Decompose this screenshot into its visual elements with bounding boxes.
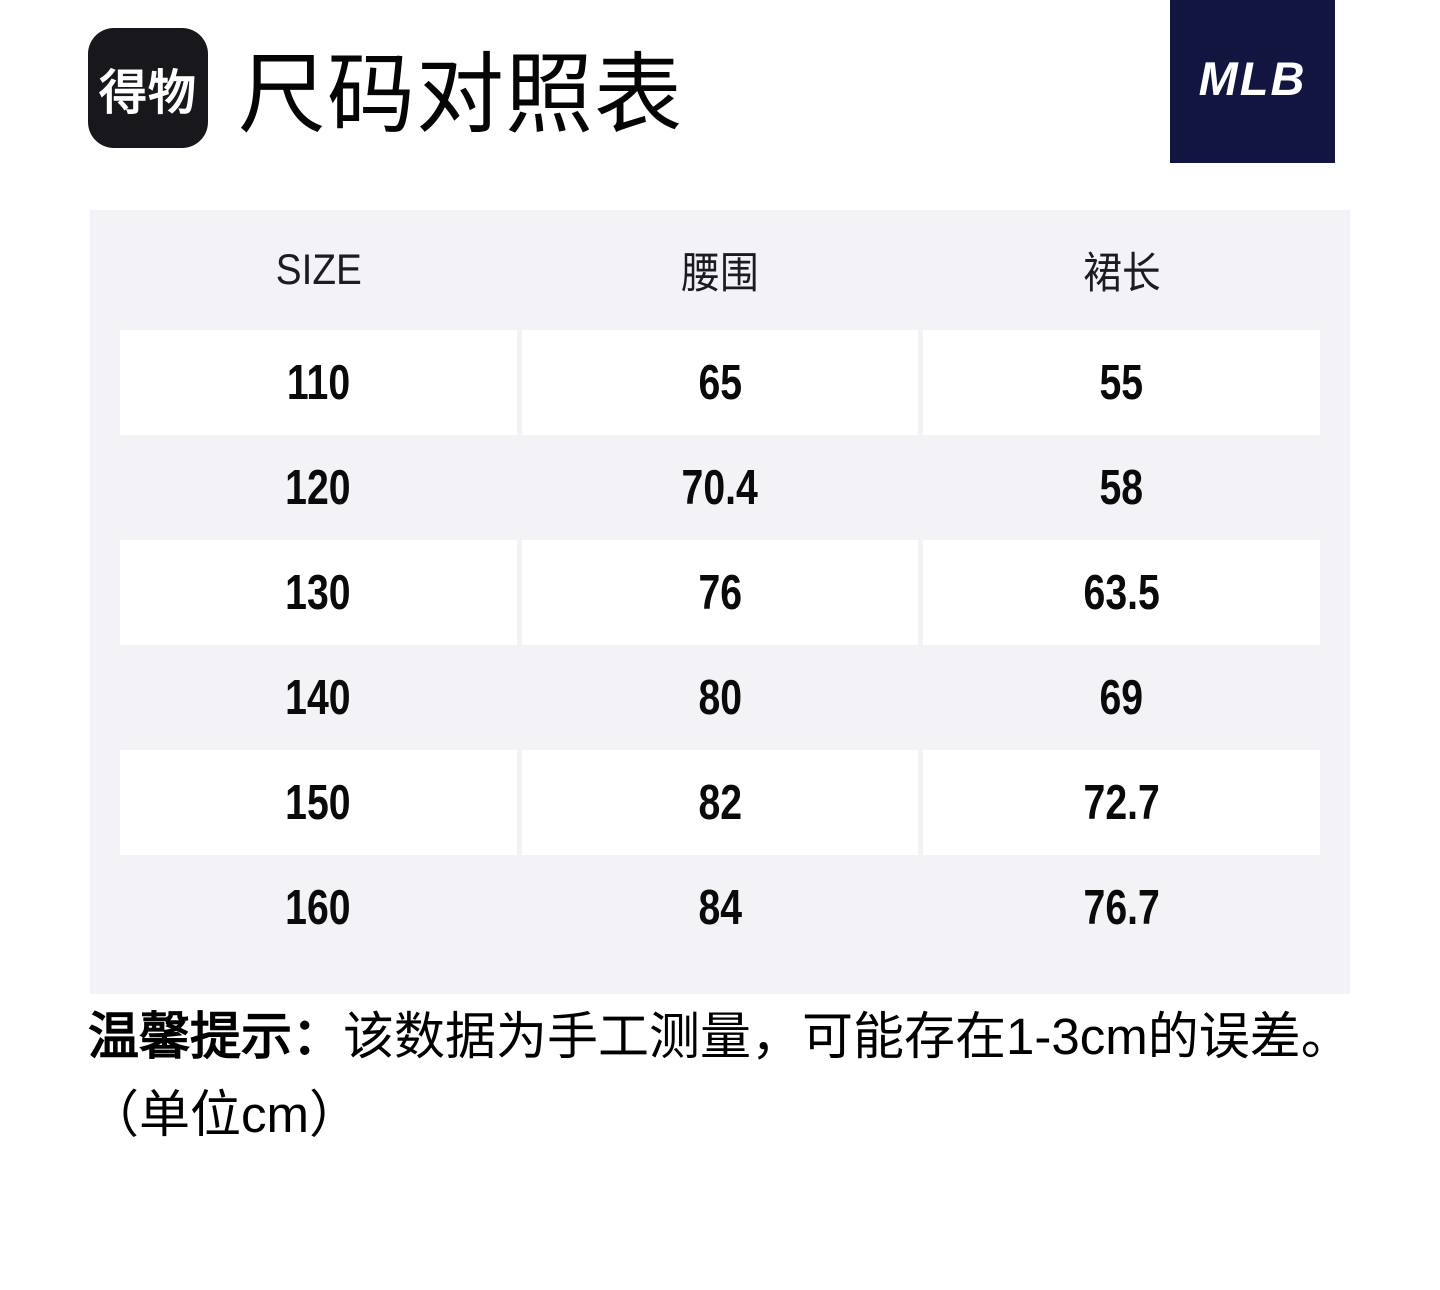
cell-skirt-length: 72.7 xyxy=(923,750,1320,855)
notice-text: 该数据为手工测量，可能存在1-3cm的误差。 xyxy=(343,1008,1352,1065)
cell-size: 160 xyxy=(285,880,352,935)
cell-size: 150 xyxy=(120,750,517,855)
col-header-waist: 腰围 xyxy=(681,250,759,298)
size-chart-panel: SIZE 腰围 裙长 110 65 55 120 70.4 58 130 76 … xyxy=(90,210,1350,994)
cell-waist: 82 xyxy=(521,750,919,855)
cell-waist: 70.4 xyxy=(681,460,759,515)
cell-waist: 80 xyxy=(698,670,742,725)
mlb-brand-text: MLB xyxy=(1198,52,1307,105)
cell-waist: 65 xyxy=(521,330,919,435)
cell-size: 120 xyxy=(285,460,352,515)
cell-skirt-length: 63.5 xyxy=(923,540,1320,645)
col-header-skirt-length: 裙长 xyxy=(1082,250,1161,298)
table-row: 130 76 63.5 xyxy=(120,540,1320,645)
cell-size: 110 xyxy=(120,330,517,435)
table-row: 160 84 76.7 xyxy=(120,855,1320,960)
cell-skirt-length: 69 xyxy=(1099,670,1144,725)
dewu-logo: 得物 xyxy=(88,28,208,148)
notice-line: 温馨提示：该数据为手工测量，可能存在1-3cm的误差。 xyxy=(88,998,1408,1076)
cell-skirt-length: 55 xyxy=(923,330,1320,435)
table-row: 110 65 55 xyxy=(120,330,1320,435)
col-header-size: SIZE xyxy=(275,245,362,294)
page-title: 尺码对照表 xyxy=(238,45,684,144)
notice-label: 温馨提示： xyxy=(88,1008,344,1065)
table-row: 150 82 72.7 xyxy=(120,750,1320,855)
cell-skirt-length: 58 xyxy=(1099,460,1144,515)
dewu-logo-text: 得物 xyxy=(98,67,197,120)
table-row: 140 80 69 xyxy=(120,645,1320,750)
cell-skirt-length: 76.7 xyxy=(1083,880,1160,935)
cell-size: 140 xyxy=(285,670,352,725)
mlb-brand-logo: MLB xyxy=(1170,0,1335,163)
cell-size: 130 xyxy=(120,540,517,645)
measurement-note: 温馨提示：该数据为手工测量，可能存在1-3cm的误差。 （单位cm） xyxy=(88,998,1408,1154)
size-table-header-row: SIZE 腰围 裙长 xyxy=(120,210,1320,330)
table-row: 120 70.4 58 xyxy=(120,435,1320,540)
cell-waist: 84 xyxy=(698,880,742,935)
unit-note: （单位cm） xyxy=(88,1086,360,1143)
cell-waist: 76 xyxy=(521,540,919,645)
